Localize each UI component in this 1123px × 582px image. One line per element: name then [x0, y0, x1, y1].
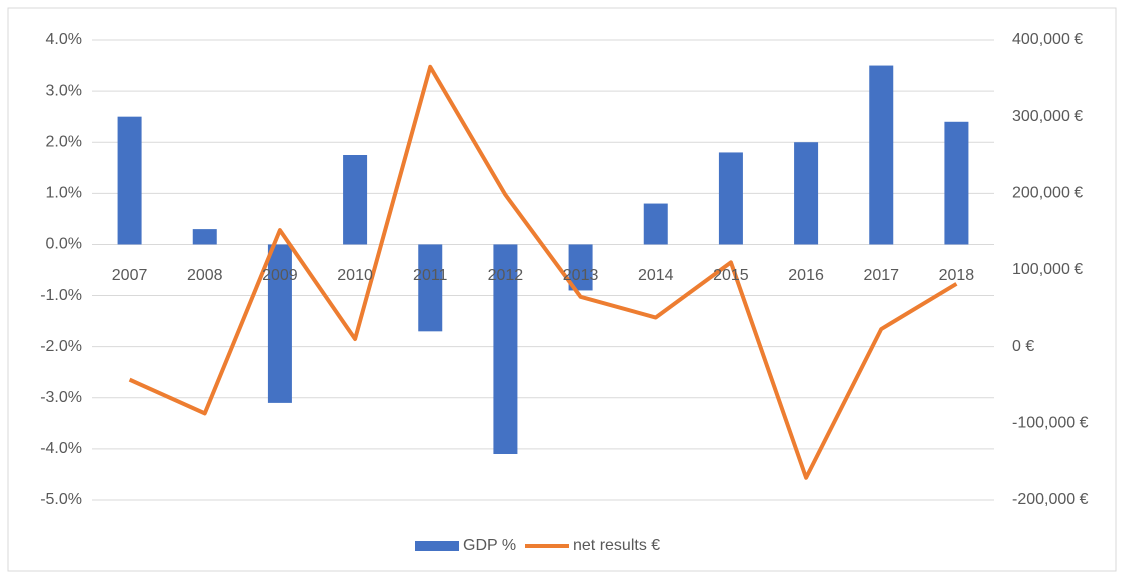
x-tick-label: 2015	[713, 267, 749, 284]
y2-tick-label: -200,000 €	[1012, 491, 1089, 508]
y-tick-label: 3.0%	[46, 82, 82, 99]
x-tick-label: 2009	[262, 267, 298, 284]
y-tick-label: 4.0%	[46, 31, 82, 48]
x-tick-label: 2014	[638, 267, 674, 284]
x-tick-label: 2016	[788, 267, 824, 284]
chart-border	[7, 7, 1117, 572]
x-tick-label: 2018	[939, 267, 975, 284]
y2-tick-label: 0 €	[1012, 338, 1034, 355]
bar	[718, 152, 743, 245]
y2-tick-label: 100,000 €	[1012, 261, 1083, 278]
y-tick-label: -4.0%	[40, 440, 82, 457]
y-tick-label: -3.0%	[40, 389, 82, 406]
legend-label: net results €	[573, 537, 660, 554]
bar	[869, 65, 894, 245]
y2-tick-label: 300,000 €	[1012, 108, 1083, 125]
y-tick-label: -5.0%	[40, 491, 82, 508]
y-tick-label: -2.0%	[40, 338, 82, 355]
y-tick-label: 2.0%	[46, 133, 82, 150]
x-tick-label: 2013	[563, 267, 599, 284]
bar	[117, 116, 142, 245]
x-tick-label: 2011	[413, 267, 448, 284]
y2-tick-label: 200,000 €	[1012, 185, 1083, 202]
x-tick-label: 2017	[863, 267, 899, 284]
x-tick-label: 2012	[488, 267, 524, 284]
bar	[794, 142, 819, 245]
bar	[343, 155, 368, 245]
bar	[267, 244, 292, 403]
y-tick-label: -1.0%	[40, 287, 82, 304]
y-tick-label: 1.0%	[46, 185, 82, 202]
bar	[493, 244, 518, 454]
y2-tick-label: 400,000 €	[1012, 31, 1083, 48]
x-tick-label: 2008	[187, 267, 223, 284]
bar	[192, 229, 217, 245]
legend-label: GDP %	[463, 537, 516, 554]
x-tick-label: 2007	[112, 267, 148, 284]
bar	[944, 121, 969, 245]
bar	[643, 203, 668, 245]
bar	[418, 244, 443, 332]
y-tick-label: 0.0%	[46, 236, 82, 253]
line	[128, 64, 958, 480]
legend-swatch	[415, 541, 459, 551]
y2-tick-label: -100,000 €	[1012, 415, 1089, 432]
x-tick-label: 2010	[337, 267, 373, 284]
